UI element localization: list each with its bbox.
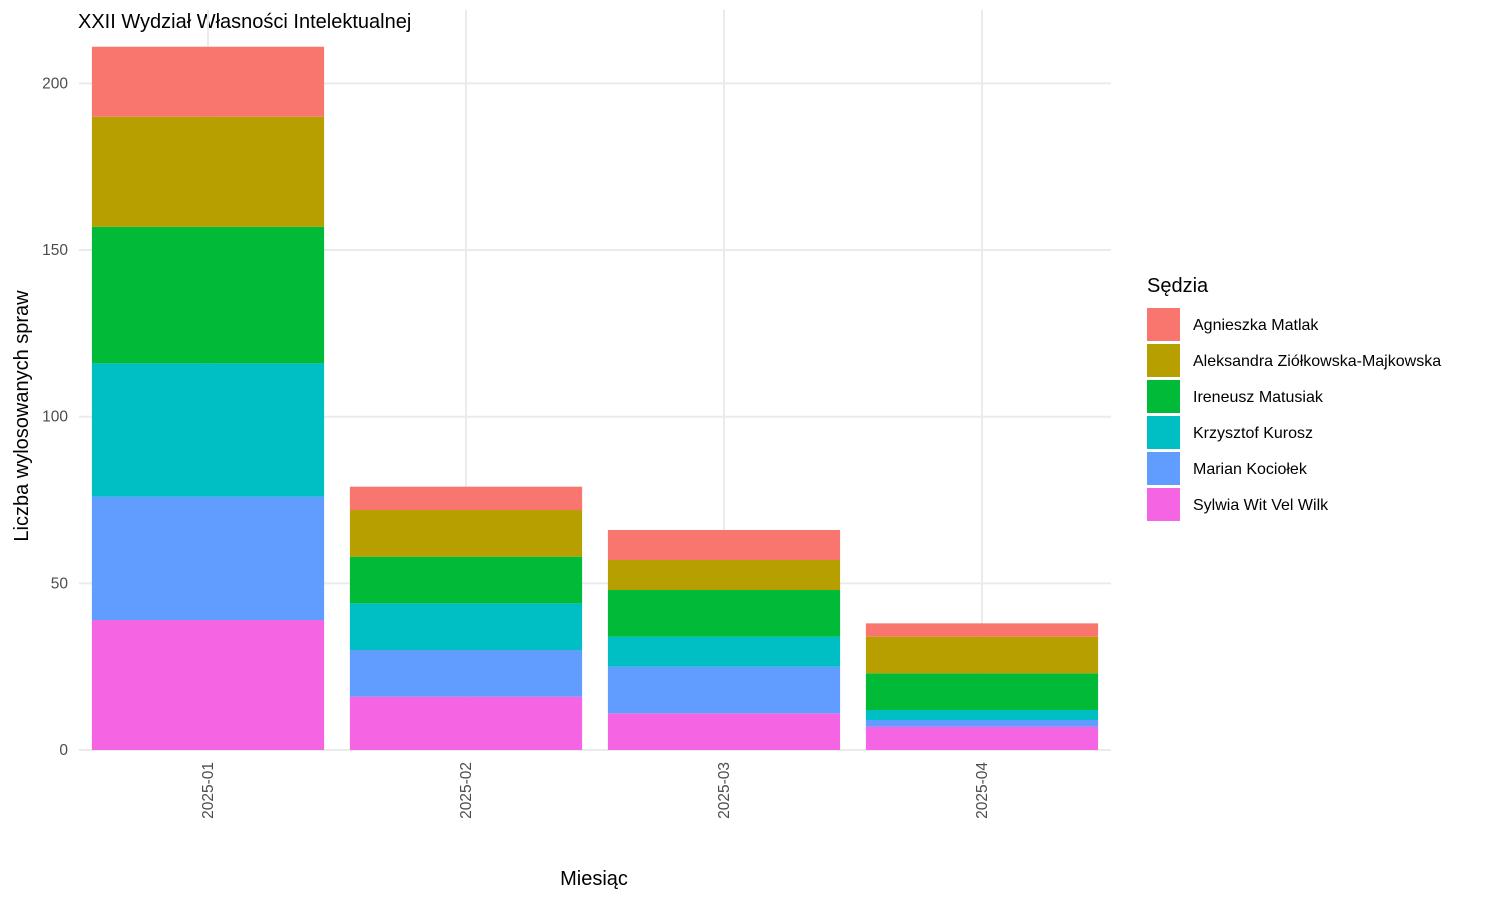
bar-segment — [607, 530, 841, 561]
x-axis-title: Miesiąc — [560, 868, 628, 890]
x-axis-ticks: 2025-01 2025-02 2025-03 2025-04 — [200, 762, 991, 819]
legend: Sędzia Agnieszka Matlak Aleksandra Ziółko… — [1147, 275, 1441, 521]
bar-segment — [865, 673, 1099, 711]
legend-label: Sylwia Wit Vel Wilk — [1193, 497, 1329, 514]
bar-segment — [91, 226, 325, 364]
bar-segment — [607, 666, 841, 714]
y-tick-label: 50 — [51, 575, 69, 592]
bar-segment — [865, 726, 1099, 750]
legend-key — [1147, 308, 1180, 341]
bar-segment — [349, 556, 583, 604]
legend-key — [1147, 488, 1180, 521]
bar-segment — [607, 636, 841, 667]
legend-key — [1147, 416, 1180, 449]
y-tick-label: 200 — [42, 75, 68, 92]
bar-segment — [349, 603, 583, 651]
legend-label: Marian Kociołek — [1193, 461, 1308, 478]
y-tick-label: 100 — [42, 409, 68, 426]
bar-segment — [349, 650, 583, 697]
bar-segment — [607, 560, 841, 591]
bar-segment — [91, 116, 325, 227]
x-tick-label: 2025-03 — [716, 762, 733, 819]
x-tick-label: 2025-02 — [458, 762, 475, 819]
y-axis-title: Liczba wylosowanych spraw — [11, 290, 33, 542]
bar-segment — [349, 696, 583, 750]
legend-label: Agnieszka Matlak — [1193, 317, 1319, 334]
y-tick-label: 0 — [59, 742, 68, 759]
bar-segment — [865, 720, 1099, 727]
y-tick-label: 150 — [42, 242, 68, 259]
legend-key — [1147, 452, 1180, 485]
bar-segment — [91, 363, 325, 497]
legend-title: Sędzia — [1147, 275, 1209, 297]
bars — [91, 46, 1099, 750]
x-tick-label: 2025-01 — [200, 762, 217, 819]
bar-segment — [91, 496, 325, 621]
bar-segment — [607, 590, 841, 637]
bar-segment — [91, 46, 325, 117]
x-tick-label: 2025-04 — [974, 762, 991, 819]
legend-label: Aleksandra Ziółkowska-Majkowska — [1193, 353, 1441, 370]
bar-segment — [91, 620, 325, 750]
legend-label: Ireneusz Matusiak — [1193, 389, 1324, 406]
bar-segment — [865, 636, 1099, 674]
bar-segment — [349, 510, 583, 557]
chart-title: XXII Wydział Własności Intelektualnej — [78, 11, 411, 33]
bar-segment — [865, 623, 1099, 637]
legend-label: Krzysztof Kurosz — [1193, 425, 1313, 442]
bar-segment — [865, 710, 1099, 721]
y-axis-ticks: 0 50 100 150 200 — [42, 75, 68, 759]
bar-segment — [349, 486, 583, 511]
legend-key — [1147, 344, 1180, 377]
bar-segment — [607, 713, 841, 750]
legend-key — [1147, 380, 1180, 413]
